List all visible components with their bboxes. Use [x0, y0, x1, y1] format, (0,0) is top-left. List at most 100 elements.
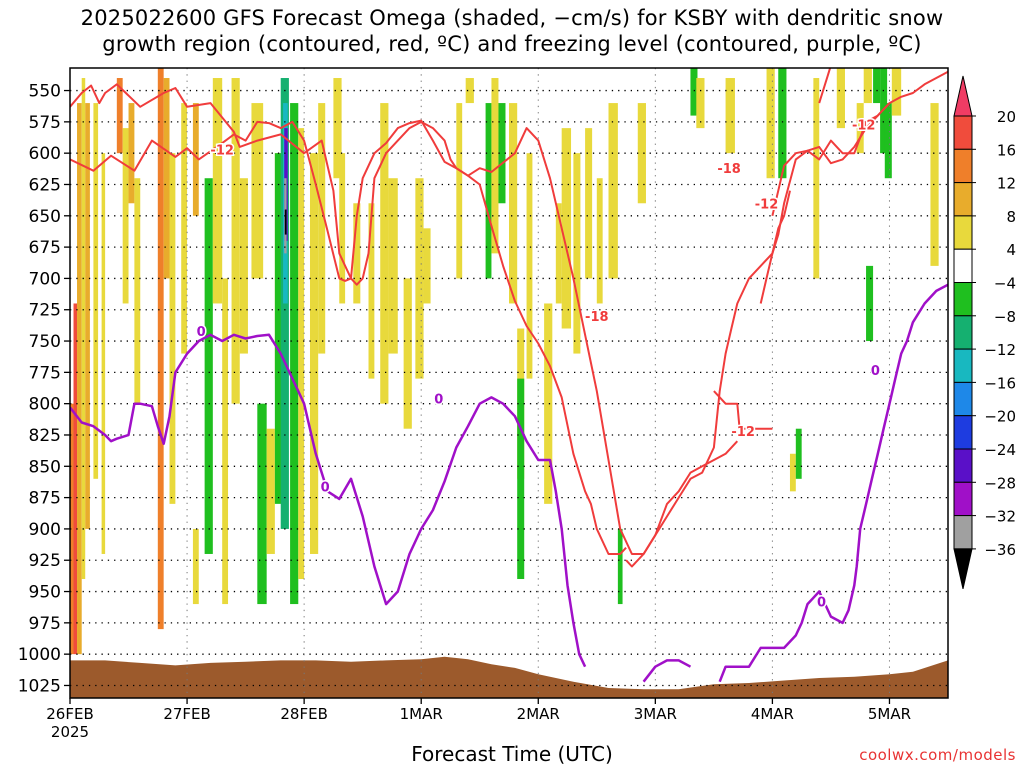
y-tick-label: 875	[29, 489, 61, 509]
omega-cell	[290, 103, 299, 605]
gridlines	[70, 68, 948, 698]
y-tick-label: 775	[29, 363, 61, 383]
omega-cell	[891, 68, 902, 116]
freezing-level-label: 0	[434, 393, 443, 408]
colorbar-label: 12	[997, 175, 1016, 193]
y-axis: 550 575 600 625 650 675 700 725 750 775 800 825 850 8…	[18, 82, 70, 696]
red-contour-label: -12	[755, 197, 779, 212]
omega-cell	[257, 403, 267, 605]
colorbar-segment	[953, 115, 973, 150]
omega-cell	[101, 153, 106, 554]
colorbar-segment	[953, 515, 973, 550]
colorbar-segment	[953, 381, 973, 417]
omega-cell	[930, 103, 939, 266]
omega-cell	[555, 203, 562, 304]
colorbar-top-arrow	[953, 75, 973, 117]
y-tick-label: 700	[29, 269, 61, 289]
omega-cell	[856, 103, 864, 154]
source-credit: coolwx.com/models	[859, 746, 1016, 764]
omega-cell	[456, 103, 463, 279]
freezing-level-line	[70, 333, 587, 668]
colorbar-segment	[953, 148, 973, 184]
red-contour-line	[625, 440, 739, 568]
omega-cell	[778, 68, 787, 179]
omega-cell	[498, 103, 506, 204]
red-contour-line	[713, 390, 773, 430]
omega-cell	[415, 178, 424, 379]
omega-cell	[485, 103, 492, 279]
omega-cell	[637, 103, 646, 204]
omega-cell	[181, 103, 188, 354]
omega-cell	[157, 68, 164, 630]
omega-cell	[192, 103, 199, 216]
omega-cell	[617, 528, 623, 605]
omega-cell	[231, 78, 240, 404]
omega-cell	[863, 68, 872, 104]
omega-cell	[284, 209, 287, 235]
omega-cell	[526, 153, 533, 379]
x-tick-label: 4MAR	[751, 705, 794, 723]
freezing-level-label: 0	[817, 596, 826, 611]
omega-cell	[73, 303, 78, 655]
omega-cell	[309, 153, 319, 554]
omega-cell	[561, 128, 572, 329]
colorbar-segment	[953, 215, 973, 250]
omega-shading	[70, 68, 939, 655]
x-axis-title: Forecast Time (UTC)	[411, 742, 613, 766]
omega-cell	[192, 528, 199, 605]
omega-cell	[813, 78, 820, 279]
x-tick-label: 26FEB	[46, 705, 93, 723]
omega-cell	[509, 103, 518, 304]
colorbar-segment	[953, 415, 973, 450]
colorbar-segment	[953, 282, 973, 317]
plot-area: -12 -18 -12 -18 -12 -12 0 0 0 0 0	[70, 68, 948, 698]
colorbar-segment	[953, 182, 973, 217]
colorbar-segment	[953, 481, 973, 517]
omega-cell	[544, 303, 553, 504]
chart-title-line-2: growth region (contoured, red, ºC) and f…	[102, 32, 922, 56]
x-tick-label: 27FEB	[163, 705, 210, 723]
omega-cell	[77, 103, 82, 655]
omega-cell	[368, 203, 375, 379]
colorbar-label: −4	[994, 275, 1016, 293]
red-contour-label: -12	[210, 143, 234, 158]
omega-cell	[388, 178, 398, 354]
omega-cell	[353, 203, 361, 304]
colorbar-label: −32	[984, 508, 1016, 526]
omega-cell	[85, 103, 90, 529]
omega-cell	[573, 153, 581, 354]
omega-cell	[866, 265, 874, 342]
omega-cell	[836, 68, 845, 129]
colorbar-label: −12	[984, 341, 1016, 359]
y-tick-label: 800	[29, 395, 61, 415]
omega-cell	[81, 78, 86, 580]
omega-cell	[333, 78, 342, 179]
y-tick-label: 850	[29, 457, 61, 477]
omega-cell	[266, 428, 275, 554]
omega-cell	[93, 103, 99, 479]
omega-cell	[696, 78, 705, 129]
y-tick-label: 825	[29, 426, 61, 446]
x-tick-label: 2MAR	[517, 705, 560, 723]
omega-cell	[423, 228, 431, 304]
plot-frame	[69, 67, 949, 699]
colorbar-label: −36	[984, 541, 1016, 559]
omega-cell	[596, 178, 603, 304]
colorbar-bottom-arrow	[953, 548, 973, 590]
y-tick-label: 975	[29, 614, 61, 634]
omega-cell	[128, 103, 135, 204]
colorbar-label: −28	[984, 474, 1016, 492]
y-tick-label: 725	[29, 301, 61, 321]
red-contour-label: -12	[731, 425, 755, 440]
x-tick-label: 28FEB	[280, 705, 327, 723]
red-contour-line	[759, 190, 791, 304]
x-axis: 26FEB 27FEB 28FEB 1MAR 2MAR 3MAR 4MAR 5MAR 2025	[46, 698, 911, 741]
red-contour-label: -12	[852, 118, 876, 133]
omega-cell	[212, 78, 223, 304]
omega-cell	[116, 78, 123, 154]
y-tick-label: 900	[29, 520, 61, 540]
y-tick-label: 600	[29, 144, 61, 164]
omega-cell	[873, 68, 881, 104]
omega-cell	[169, 153, 176, 504]
chart-title-line-1: 2025022600 GFS Forecast Omega (shaded, −…	[80, 6, 944, 30]
